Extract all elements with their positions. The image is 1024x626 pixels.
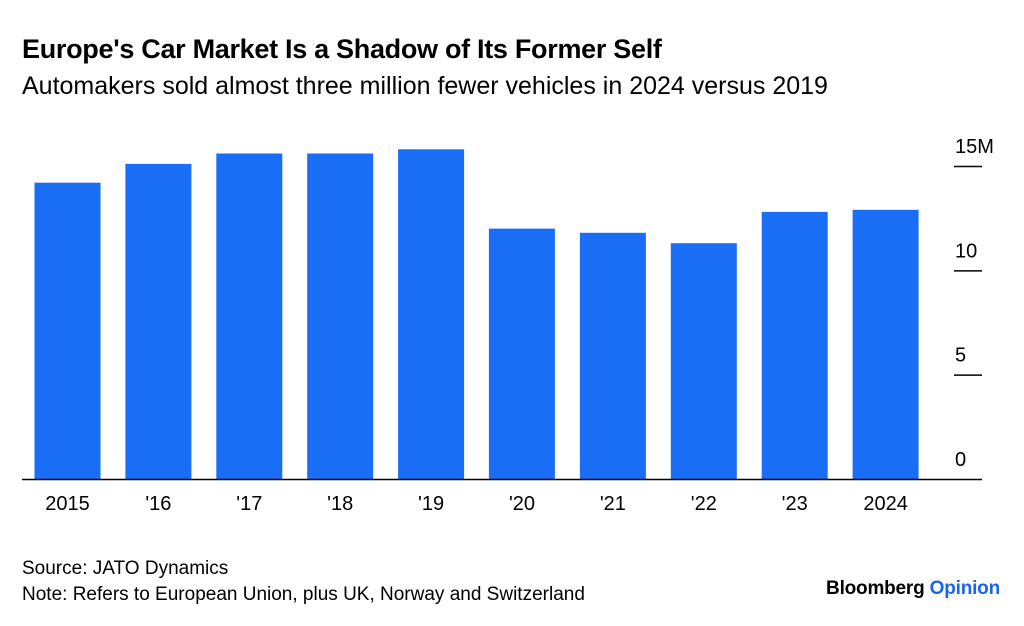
y-tick-label: 10 bbox=[955, 240, 977, 262]
bar-6 bbox=[579, 232, 646, 479]
bar-4 bbox=[398, 149, 465, 480]
brand-section: Opinion bbox=[929, 578, 1001, 599]
x-tick-label: '22 bbox=[691, 493, 717, 515]
x-tick-label: '19 bbox=[418, 493, 444, 515]
x-tick-label: '18 bbox=[327, 493, 353, 515]
y-tick-label: 5 bbox=[955, 345, 966, 367]
footnote: Note: Refers to European Union, plus UK,… bbox=[22, 584, 585, 605]
x-tick-label: 2024 bbox=[863, 493, 908, 515]
chart-title: Europe's Car Market Is a Shadow of Its F… bbox=[22, 34, 662, 64]
x-tick-label: '20 bbox=[509, 493, 535, 515]
brand-logo: Bloomberg Opinion bbox=[826, 578, 1000, 600]
bars-group bbox=[34, 149, 919, 480]
x-axis-labels: 2015 '16 '17 '18 '19 '20 '21 '22 '23 2024 bbox=[45, 493, 908, 515]
x-tick-label: '21 bbox=[600, 493, 626, 515]
bar-0 bbox=[34, 182, 101, 479]
bar-2 bbox=[216, 153, 283, 479]
bar-7 bbox=[670, 243, 737, 479]
y-axis: 0 5 10 15M bbox=[954, 136, 994, 471]
x-tick-label: '23 bbox=[782, 493, 808, 515]
bar-5 bbox=[488, 228, 555, 479]
bar-9 bbox=[852, 209, 919, 480]
x-tick-label: '17 bbox=[236, 493, 262, 515]
y-tick-label: 15M bbox=[955, 136, 994, 158]
brand-name: Bloomberg bbox=[826, 578, 925, 599]
bar-3 bbox=[307, 153, 374, 479]
x-tick-label: 2015 bbox=[45, 493, 90, 515]
x-tick-label: '16 bbox=[145, 493, 171, 515]
bar-1 bbox=[125, 163, 192, 479]
y-tick-label: 0 bbox=[955, 449, 966, 471]
bar-8 bbox=[761, 211, 828, 479]
chart-subtitle: Automakers sold almost three million few… bbox=[22, 72, 828, 100]
source-note: Source: JATO Dynamics bbox=[22, 558, 229, 579]
